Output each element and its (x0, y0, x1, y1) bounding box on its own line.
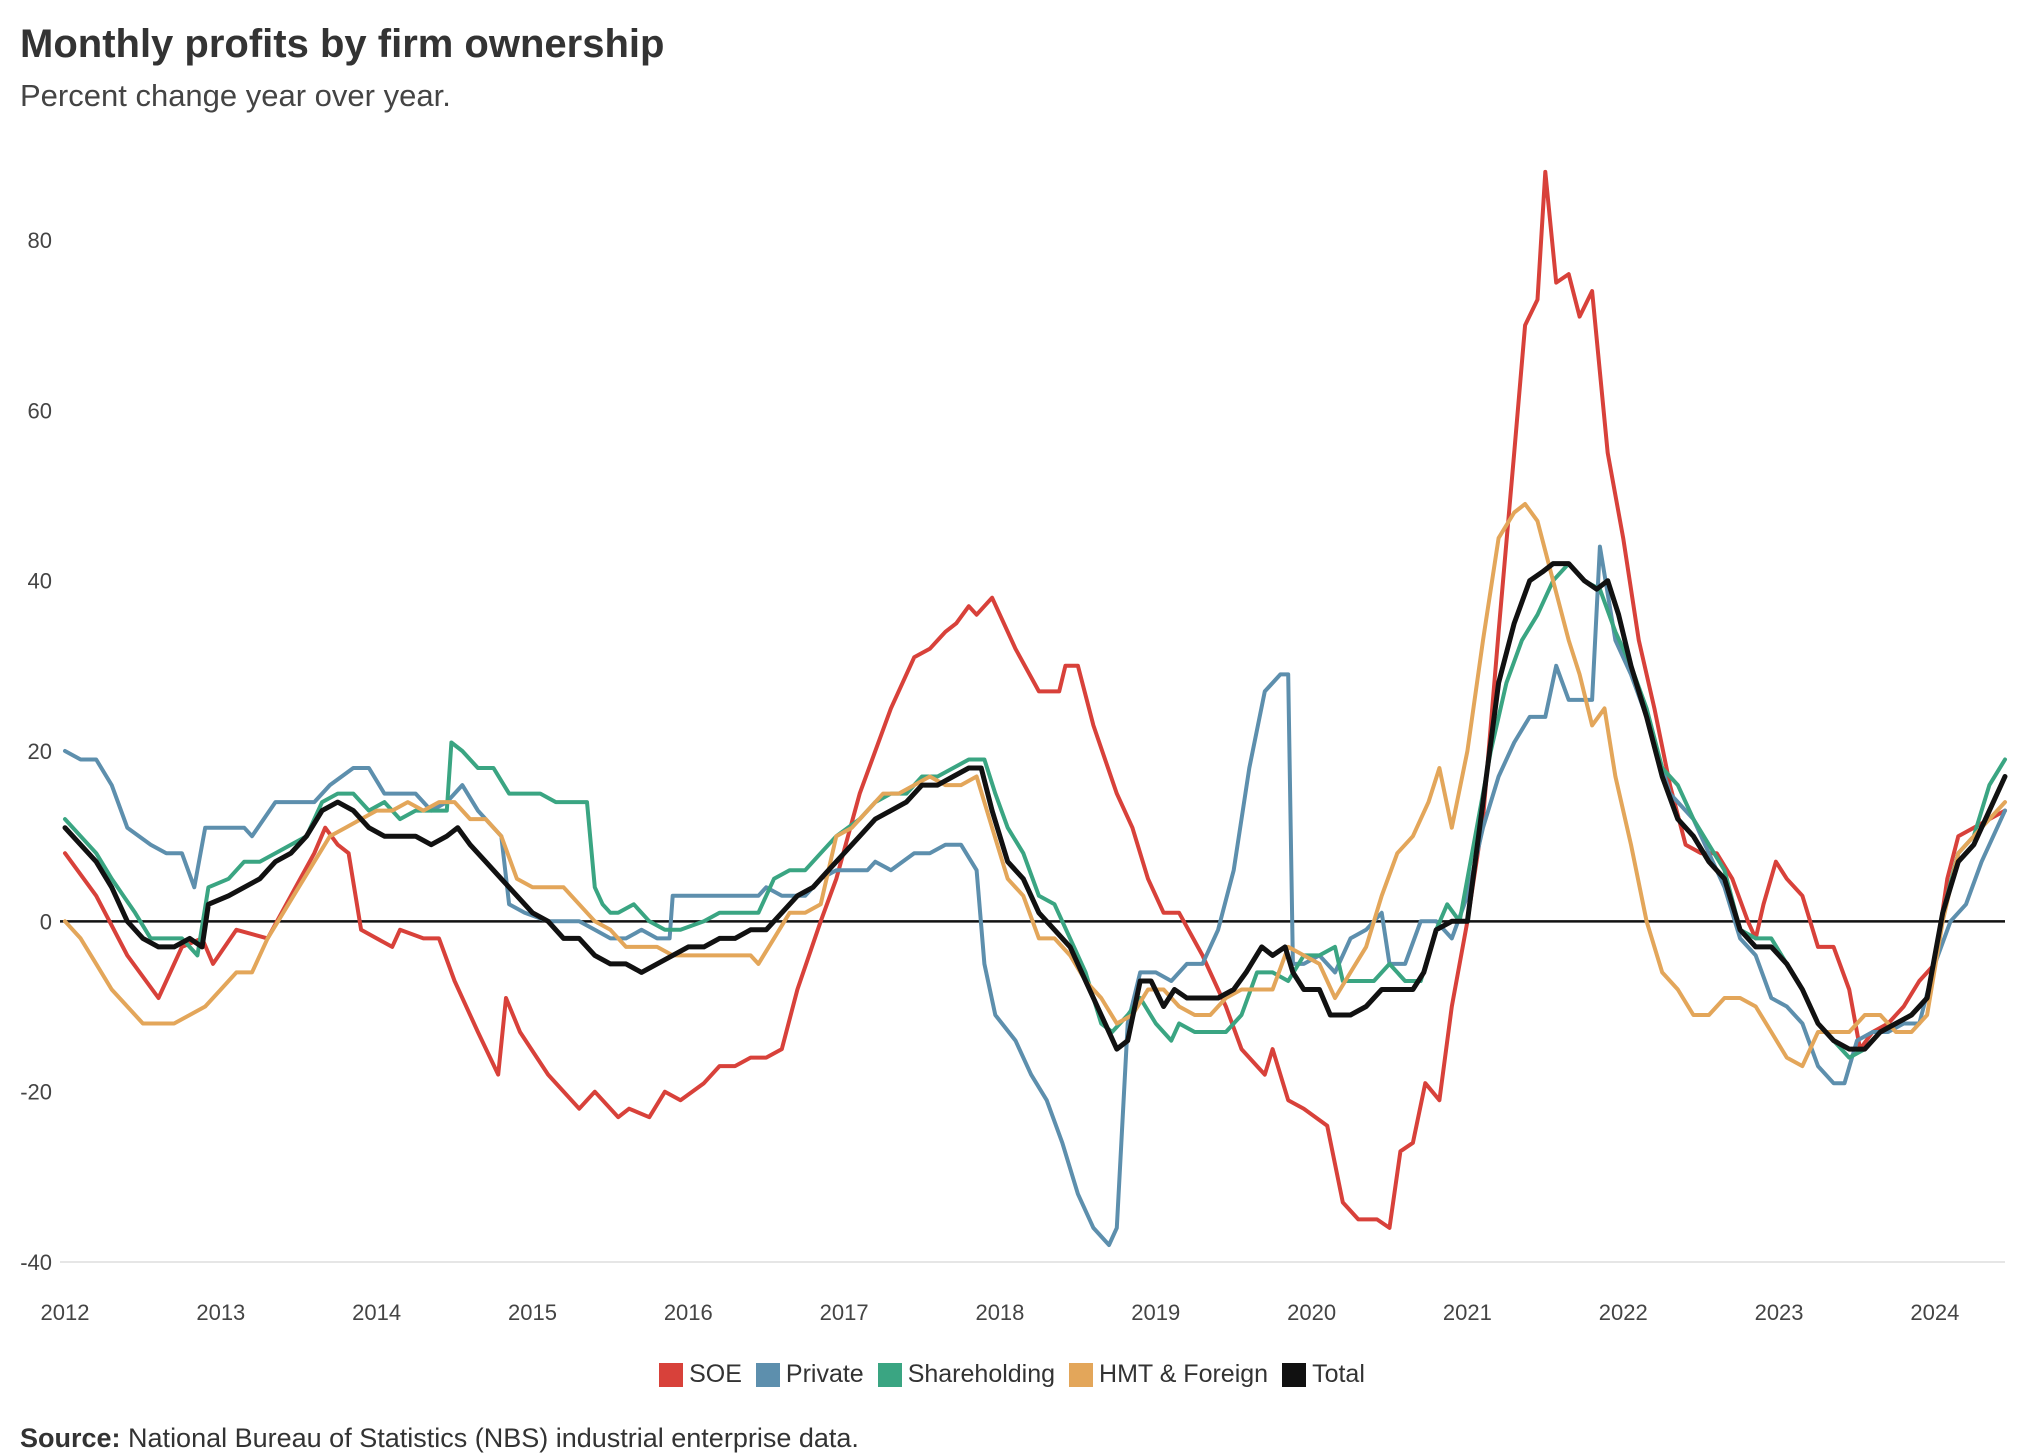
legend-swatch (659, 1362, 684, 1387)
x-tick-label: 2020 (1287, 1300, 1336, 1325)
x-tick-label: 2012 (41, 1300, 90, 1325)
x-tick-label: 2013 (196, 1300, 245, 1325)
y-tick-label: 80 (28, 228, 52, 253)
x-tick-label: 2019 (1131, 1300, 1180, 1325)
x-tick-label: 2015 (508, 1300, 557, 1325)
legend-swatch (755, 1362, 780, 1387)
series-line-private (63, 544, 2007, 1247)
legend-item: HMT & Foreign (1069, 1360, 1268, 1389)
y-tick-label: -40 (20, 1250, 52, 1275)
legend-swatch (877, 1362, 902, 1387)
source-label: Source: (20, 1423, 121, 1453)
y-tick-label: 20 (28, 739, 52, 764)
y-tick-label: 0 (40, 909, 52, 934)
chart-subtitle: Percent change year over year. (20, 78, 451, 113)
x-tick-label: 2022 (1599, 1300, 1648, 1325)
source-text: National Bureau of Statistics (NBS) indu… (128, 1423, 859, 1453)
axes: -40 -20 0 20 40 60 80 2012 2013 2014 2015 2016 2017 2… (20, 228, 2005, 1325)
legend: SOE Private Shareholding HMT & Foreign Total (0, 1360, 2024, 1389)
legend-label: Private (785, 1360, 864, 1388)
x-tick-label: 2018 (975, 1300, 1024, 1325)
y-tick-label: -20 (20, 1080, 52, 1105)
y-tick-label: 40 (28, 569, 52, 594)
legend-item: Private (755, 1360, 864, 1389)
x-tick-label: 2016 (664, 1300, 713, 1325)
x-tick-label: 2017 (820, 1300, 869, 1325)
x-tick-label: 2024 (1910, 1300, 1959, 1325)
legend-label: Shareholding (907, 1360, 1056, 1388)
source-note: Source: National Bureau of Statistics (N… (20, 1423, 859, 1454)
legend-item: SOE (659, 1360, 742, 1389)
series-line-shareholding (63, 561, 2007, 1060)
series-line-total (62, 561, 2008, 1052)
chart-title: Monthly profits by firm ownership (20, 22, 665, 66)
series-line-soe (63, 169, 2007, 1230)
x-tick-label: 2014 (352, 1300, 401, 1325)
line-chart: -40 -20 0 20 40 60 80 2012 2013 2014 2015 2016 2017 2… (20, 169, 2008, 1325)
legend-label: HMT & Foreign (1099, 1360, 1269, 1388)
legend-label: Total (1312, 1360, 1365, 1388)
legend-item: Total (1282, 1360, 1365, 1389)
gridlines (60, 239, 2005, 1263)
legend-item: Shareholding (877, 1360, 1056, 1389)
series-line-hmt-foreign (63, 502, 2007, 1069)
legend-label: SOE (689, 1360, 742, 1388)
x-tick-label: 2021 (1443, 1300, 1492, 1325)
y-tick-label: 60 (28, 398, 52, 423)
series-lines (62, 169, 2008, 1247)
x-tick-label: 2023 (1755, 1300, 1804, 1325)
legend-swatch (1069, 1362, 1094, 1387)
legend-swatch (1282, 1362, 1307, 1387)
